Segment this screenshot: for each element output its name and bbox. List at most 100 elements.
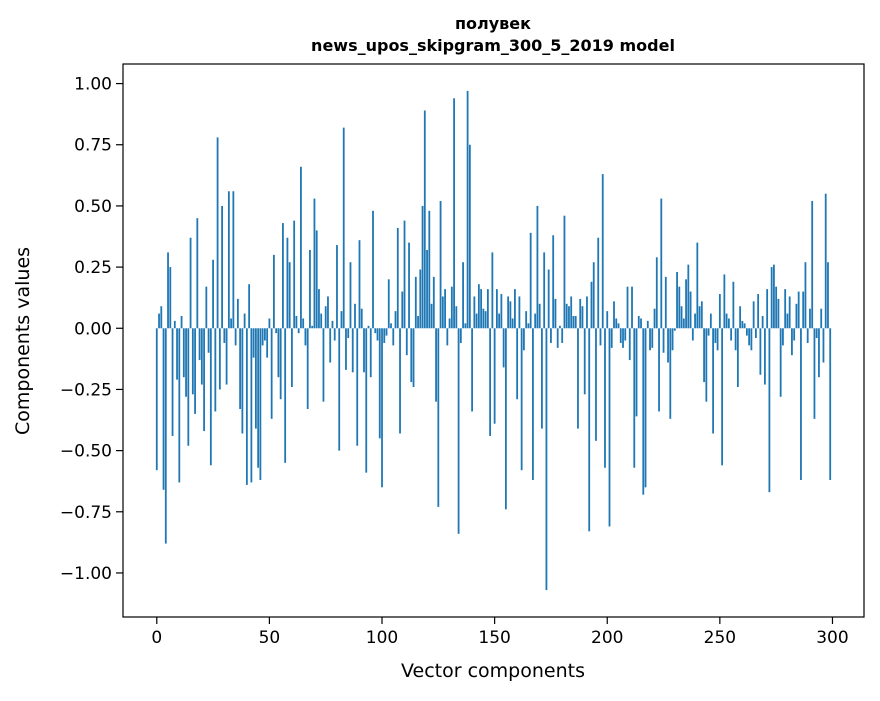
bar-53 — [275, 328, 278, 334]
bar-29 — [221, 205, 223, 329]
bar-89 — [356, 328, 359, 446]
bar-38 — [241, 328, 244, 434]
bar-100 — [381, 328, 383, 488]
y-tick-label-8: 1.00 — [74, 75, 112, 95]
bar-126 — [439, 201, 442, 329]
bar-170 — [538, 303, 541, 329]
y-tick-label-6: 0.50 — [74, 197, 112, 217]
bar-121 — [428, 210, 431, 329]
chart-title: полувек — [455, 14, 531, 33]
y-tick-label-1: −0.75 — [60, 503, 112, 523]
bar-68 — [309, 249, 311, 329]
bar-160 — [516, 328, 519, 400]
bar-185 — [572, 316, 575, 329]
bar-193 — [590, 281, 593, 329]
bar-45 — [257, 328, 260, 468]
bar-52 — [273, 254, 275, 329]
bar-260 — [741, 320, 744, 329]
bar-33 — [230, 318, 233, 329]
bar-265 — [752, 301, 755, 329]
bar-6 — [169, 267, 172, 329]
bar-124 — [435, 328, 437, 402]
bar-233 — [680, 306, 683, 329]
bar-242 — [700, 301, 703, 329]
x-tick-label-200: 200 — [591, 628, 623, 648]
bar-203 — [613, 301, 615, 329]
bar-286 — [800, 328, 802, 480]
bar-210 — [628, 328, 631, 361]
bar-239 — [694, 313, 696, 329]
bar-98 — [376, 328, 379, 341]
bar-131 — [450, 286, 453, 329]
bar-60 — [291, 328, 293, 387]
bar-122 — [430, 303, 433, 329]
bar-206 — [619, 328, 622, 343]
bar-112 — [408, 242, 410, 329]
bar-83 — [342, 127, 345, 329]
bar-34 — [232, 191, 235, 329]
bar-109 — [401, 291, 404, 329]
bar-61 — [293, 220, 296, 329]
bar-120 — [426, 249, 428, 329]
y-tick-label-0: −1.00 — [60, 564, 112, 584]
bar-229 — [671, 328, 674, 351]
bar-80 — [336, 245, 338, 329]
bar-195 — [595, 328, 597, 441]
bar-214 — [637, 316, 640, 329]
bar-280 — [786, 313, 789, 329]
bar-111 — [405, 328, 408, 356]
bar-142 — [475, 313, 478, 329]
bar-95 — [369, 328, 372, 378]
bar-188 — [579, 298, 582, 329]
bar-12 — [182, 328, 185, 378]
bar-263 — [748, 328, 751, 346]
bar-104 — [390, 323, 392, 329]
bar-240 — [696, 242, 699, 329]
bar-151 — [495, 289, 498, 329]
bar-130 — [448, 318, 451, 329]
bar-153 — [500, 294, 503, 329]
bar-85 — [347, 328, 350, 339]
bar-22 — [205, 286, 208, 329]
bar-56 — [282, 223, 284, 329]
bar-173 — [545, 328, 548, 591]
bar-2 — [160, 306, 163, 329]
bar-39 — [243, 313, 246, 329]
bar-63 — [297, 328, 300, 334]
bar-180 — [561, 328, 564, 343]
bar-221 — [653, 308, 656, 329]
bar-159 — [514, 289, 516, 329]
bar-88 — [354, 303, 356, 329]
bar-205 — [617, 323, 620, 329]
bar-262 — [745, 328, 748, 336]
bar-101 — [383, 328, 386, 343]
bar-171 — [541, 328, 543, 429]
bar-299 — [829, 328, 832, 480]
bar-149 — [491, 252, 494, 329]
bar-204 — [615, 318, 618, 329]
bar-287 — [802, 291, 805, 329]
bar-179 — [559, 325, 561, 329]
bar-212 — [633, 328, 636, 468]
bar-166 — [529, 232, 532, 329]
bar-3 — [162, 328, 165, 490]
bar-13 — [185, 328, 187, 397]
bar-37 — [239, 328, 242, 410]
bar-176 — [552, 235, 555, 329]
bar-97 — [374, 328, 377, 334]
bar-62 — [295, 316, 298, 329]
bar-198 — [601, 174, 604, 329]
chart-subtitle: news_upos_skipgram_300_5_2019 model — [311, 36, 675, 55]
bar-66 — [304, 328, 307, 346]
x-tick-label-150: 150 — [478, 628, 510, 648]
bar-187 — [577, 328, 579, 429]
bar-257 — [734, 328, 737, 351]
bar-191 — [586, 296, 588, 329]
bar-167 — [532, 328, 534, 480]
bar-132 — [453, 98, 455, 329]
bar-138 — [466, 90, 469, 329]
bar-87 — [351, 328, 354, 373]
bar-226 — [664, 276, 667, 329]
bar-165 — [527, 323, 530, 329]
